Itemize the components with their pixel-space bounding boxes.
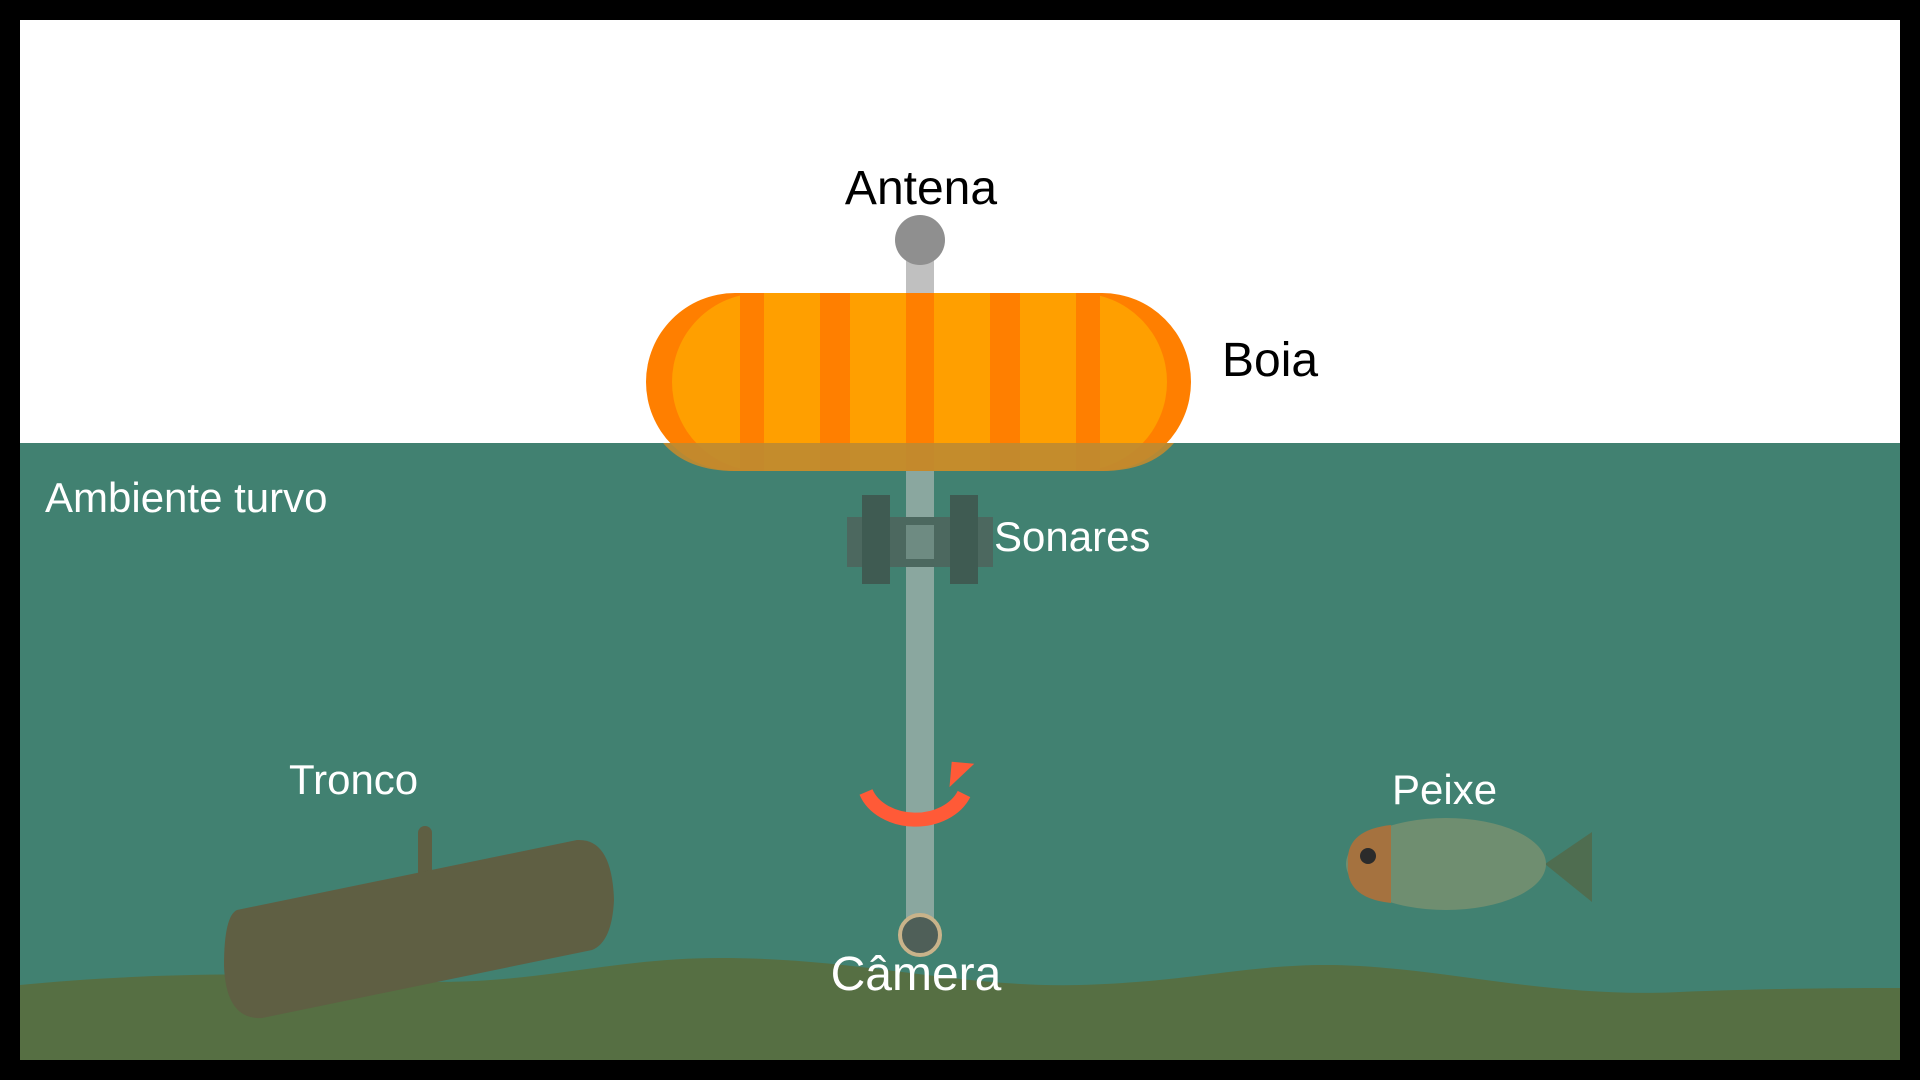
fish-body — [1346, 818, 1546, 910]
buoy-stripe — [820, 293, 850, 471]
fish-eye — [1360, 848, 1376, 864]
fish-head-front — [1347, 825, 1391, 903]
buoy-stripe — [906, 293, 934, 471]
sonar-right — [950, 495, 978, 584]
buoy-stripe — [1076, 293, 1100, 471]
log-branch — [418, 826, 432, 882]
label-environment: Ambiente turvo — [45, 474, 327, 521]
rotation-arrow-icon — [859, 761, 975, 827]
log — [224, 826, 614, 1019]
buoy-stripe — [740, 293, 764, 471]
sonar-unit — [847, 495, 993, 584]
sonar-pole-segment — [906, 525, 934, 559]
log-trunk — [224, 839, 614, 1019]
camera-lens — [898, 913, 942, 957]
fish-tail — [1545, 832, 1592, 902]
fish — [1346, 818, 1592, 910]
label-log: Tronco — [289, 756, 418, 803]
sonar-left — [862, 495, 890, 584]
label-antenna: Antena — [845, 162, 997, 215]
label-camera: Câmera — [831, 948, 1002, 1001]
antenna-ball — [895, 215, 945, 265]
label-fish: Peixe — [1392, 766, 1497, 813]
label-sonars: Sonares — [994, 513, 1150, 560]
seabed — [20, 958, 1900, 1060]
buoy-submerged-part — [663, 443, 1174, 471]
buoy-stripe — [990, 293, 1020, 471]
buoy — [646, 293, 1191, 471]
label-buoy: Boia — [1222, 334, 1318, 387]
